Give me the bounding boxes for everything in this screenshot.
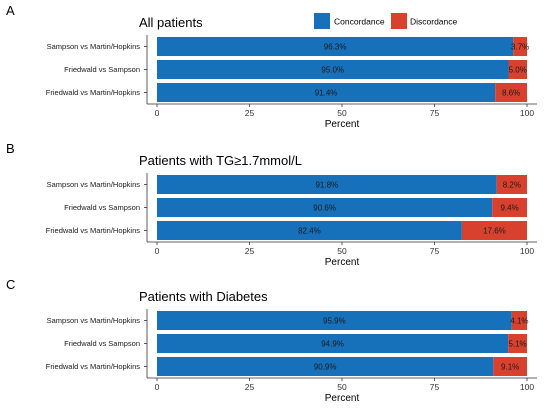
legend-label-concordance: Concordance bbox=[334, 17, 385, 27]
category-label: Friedwald vs Sampson bbox=[64, 203, 140, 212]
bar-label-discordance: 4.1% bbox=[510, 317, 528, 326]
panel-title: Patients with Diabetes bbox=[139, 289, 268, 304]
category-label: Sampson vs Martin/Hopkins bbox=[47, 180, 141, 189]
x-tick-label: 100 bbox=[520, 382, 534, 392]
x-axis-title: Percent bbox=[325, 119, 360, 130]
bar-label-concordance: 90.9% bbox=[314, 363, 337, 372]
x-tick-label: 25 bbox=[245, 382, 255, 392]
x-tick-label: 50 bbox=[337, 382, 347, 392]
panel-b: B Patients with TG≥1.7mmol/L Sampson vs Ma… bbox=[6, 141, 537, 268]
category-label: Friedwald vs Martin/Hopkins bbox=[46, 226, 140, 235]
x-tick-label: 0 bbox=[155, 246, 160, 256]
bar-label-discordance: 8.6% bbox=[502, 89, 520, 98]
bar-label-concordance: 82.4% bbox=[298, 227, 321, 236]
panel-letter: C bbox=[6, 277, 15, 292]
panel-c: C Patients with Diabetes Sampson vs Martin… bbox=[6, 277, 537, 404]
category-label: Friedwald vs Martin/Hopkins bbox=[46, 362, 140, 371]
bar-label-discordance: 5.0% bbox=[509, 66, 527, 75]
panel-a: A All patients Sampson vs Martin/Hopkins 96… bbox=[6, 3, 537, 130]
x-tick-label: 75 bbox=[430, 382, 440, 392]
x-tick-label: 75 bbox=[430, 246, 440, 256]
bar-label-concordance: 95.0% bbox=[321, 66, 344, 75]
bar-label-discordance: 9.4% bbox=[500, 204, 518, 213]
x-axis-title: Percent bbox=[325, 393, 360, 404]
legend: Concordance Discordance bbox=[314, 13, 458, 29]
bar-label-discordance: 9.1% bbox=[501, 363, 519, 372]
x-tick-label: 100 bbox=[520, 246, 534, 256]
x-tick-label: 25 bbox=[245, 246, 255, 256]
legend-swatch-concordance bbox=[314, 13, 330, 29]
panel-letter: A bbox=[6, 3, 15, 18]
x-tick-label: 75 bbox=[430, 108, 440, 118]
bar-label-concordance: 95.9% bbox=[323, 317, 346, 326]
bar-label-discordance: 17.6% bbox=[483, 227, 506, 236]
panel-letter: B bbox=[6, 141, 15, 156]
bar-label-discordance: 8.2% bbox=[503, 181, 521, 190]
panel-title: Patients with TG≥1.7mmol/L bbox=[139, 153, 302, 168]
x-tick-label: 0 bbox=[155, 382, 160, 392]
panel-title: All patients bbox=[139, 15, 203, 30]
category-label: Sampson vs Martin/Hopkins bbox=[47, 42, 141, 51]
bar-label-concordance: 94.9% bbox=[321, 340, 344, 349]
category-label: Sampson vs Martin/Hopkins bbox=[47, 316, 141, 325]
x-tick-label: 50 bbox=[337, 108, 347, 118]
x-tick-label: 0 bbox=[155, 108, 160, 118]
category-label: Friedwald vs Sampson bbox=[64, 65, 140, 74]
bar-label-concordance: 91.8% bbox=[315, 181, 338, 190]
legend-swatch-discordance bbox=[391, 13, 407, 29]
category-label: Friedwald vs Sampson bbox=[64, 339, 140, 348]
bar-label-concordance: 96.3% bbox=[324, 43, 347, 52]
bar-label-concordance: 90.6% bbox=[313, 204, 336, 213]
bar-label-concordance: 91.4% bbox=[315, 89, 338, 98]
bar-label-discordance: 5.1% bbox=[508, 340, 526, 349]
x-tick-label: 25 bbox=[245, 108, 255, 118]
legend-label-discordance: Discordance bbox=[410, 17, 458, 27]
x-axis-title: Percent bbox=[325, 257, 360, 268]
chart-panels: A All patients Sampson vs Martin/Hopkins 96… bbox=[6, 3, 537, 404]
x-tick-label: 100 bbox=[520, 108, 534, 118]
bar-label-discordance: 3.7% bbox=[511, 43, 529, 52]
x-tick-label: 50 bbox=[337, 246, 347, 256]
category-label: Friedwald vs Martin/Hopkins bbox=[46, 88, 140, 97]
